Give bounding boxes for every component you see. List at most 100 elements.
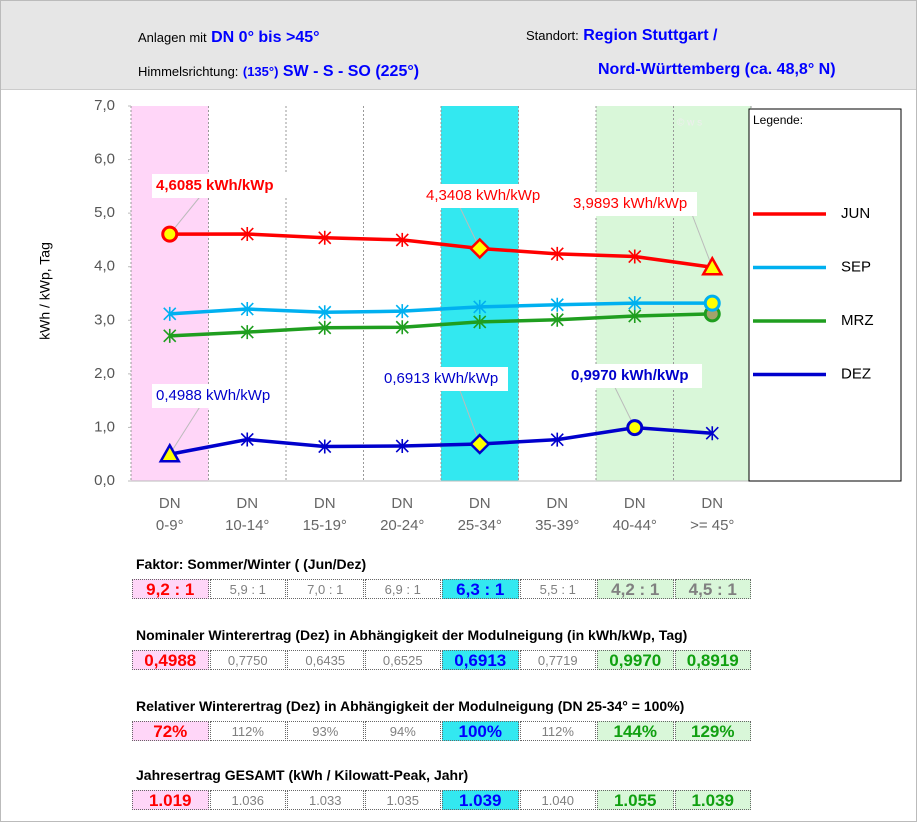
table-cell: 0,7750 bbox=[209, 650, 286, 670]
marker bbox=[550, 297, 564, 312]
y-tick-label: 0,0 bbox=[94, 472, 115, 489]
marker bbox=[626, 419, 644, 437]
value: SW - S - SO (225°) bbox=[282, 63, 420, 80]
value: DN 0° bis >45° bbox=[211, 29, 320, 46]
table-title: Relativer Winterertrag (Dez) in Abhängig… bbox=[136, 698, 685, 714]
series-line bbox=[169, 312, 713, 338]
table-cell: 1.040 bbox=[519, 790, 596, 810]
marker bbox=[628, 249, 642, 264]
marker bbox=[161, 225, 179, 243]
annotation-box bbox=[152, 174, 287, 198]
label: Anlagen mit bbox=[138, 30, 207, 45]
table-cell: 6,9 : 1 bbox=[364, 579, 441, 599]
table-cell: 4,2 : 1 bbox=[597, 579, 674, 599]
value-small: (135°) bbox=[242, 64, 279, 79]
legend-title: Legende: bbox=[753, 113, 803, 127]
legend-label: SEP bbox=[841, 258, 871, 275]
table-cell: 100% bbox=[442, 721, 519, 741]
table-cell: 1.039 bbox=[442, 790, 519, 810]
table-cell: 4,5 : 1 bbox=[674, 579, 751, 599]
marker bbox=[473, 299, 487, 314]
table-title: Jahresertrag GESAMT (kWh / Kilowatt-Peak… bbox=[136, 767, 469, 783]
annotation-box bbox=[152, 384, 280, 408]
leader-line bbox=[691, 214, 713, 268]
marker bbox=[240, 302, 254, 317]
table-cell: 1.039 bbox=[674, 790, 751, 810]
table-cell: 144% bbox=[597, 721, 674, 741]
marker bbox=[701, 255, 724, 276]
table-title: Faktor: Sommer/Winter ( (Jun/Dez) bbox=[136, 556, 367, 572]
annotation-box bbox=[569, 192, 697, 216]
annotation-box bbox=[380, 367, 508, 391]
x-tick-label: DN 35-39° bbox=[535, 495, 580, 534]
marker bbox=[468, 433, 491, 455]
marker bbox=[318, 230, 332, 245]
marker bbox=[395, 439, 409, 454]
header-line2: Himmelsrichtung: (135°) SW - S - SO (225… bbox=[138, 63, 419, 81]
marker bbox=[240, 325, 254, 340]
marker bbox=[240, 432, 254, 447]
y-axis-label: kWh / kWp, Tag bbox=[37, 242, 53, 340]
table-cell: 0,6913 bbox=[442, 650, 519, 670]
column-shade bbox=[441, 106, 519, 481]
table-cell: 0,7719 bbox=[519, 650, 596, 670]
annotation: 0,4988 kWh/kWp bbox=[156, 387, 270, 404]
annotation: 0,6913 kWh/kWp bbox=[384, 370, 498, 387]
table-cell: 112% bbox=[519, 721, 596, 741]
marker bbox=[703, 294, 721, 312]
value: Region Stuttgart / bbox=[583, 27, 718, 44]
table-cell: 5,9 : 1 bbox=[209, 579, 286, 599]
table-cell: 112% bbox=[209, 721, 286, 741]
marker bbox=[628, 296, 642, 311]
table-cell: 1.033 bbox=[287, 790, 364, 810]
table-cell: 0,8919 bbox=[674, 650, 751, 670]
y-tick-label: 3,0 bbox=[94, 311, 115, 328]
y-tick-label: 2,0 bbox=[94, 365, 115, 382]
leader-line bbox=[169, 406, 201, 455]
y-tick-label: 1,0 bbox=[94, 418, 115, 435]
table-cell: 9,2 : 1 bbox=[132, 579, 209, 599]
marker bbox=[240, 227, 254, 242]
table-cell: 93% bbox=[287, 721, 364, 741]
table-cell: 1.035 bbox=[364, 790, 441, 810]
marker bbox=[473, 314, 487, 329]
marker bbox=[163, 306, 177, 321]
table-title: Nominaler Winterertrag (Dez) in Abhängig… bbox=[136, 627, 688, 643]
x-tick-label: DN 40-44° bbox=[612, 495, 657, 534]
table-cell: 0,4988 bbox=[132, 650, 209, 670]
annotation: 4,6085 kWh/kWp bbox=[156, 177, 274, 194]
header-line1: Anlagen mit DN 0° bis >45° bbox=[138, 29, 320, 47]
marker bbox=[705, 426, 719, 441]
label: Himmelsrichtung: bbox=[138, 64, 239, 79]
table-cell: 94% bbox=[364, 721, 441, 741]
marker bbox=[550, 432, 564, 447]
table-cell: 6,3 : 1 bbox=[442, 579, 519, 599]
label: Standort: bbox=[526, 28, 579, 43]
table-cell: 1.055 bbox=[597, 790, 674, 810]
marker bbox=[395, 320, 409, 335]
marker bbox=[395, 232, 409, 247]
marker bbox=[628, 309, 642, 323]
table-cell: 7,0 : 1 bbox=[287, 579, 364, 599]
marker bbox=[318, 305, 332, 320]
table-cell: 1.036 bbox=[209, 790, 286, 810]
annotation: 3,9893 kWh/kWp bbox=[573, 195, 687, 212]
marker bbox=[158, 442, 181, 463]
marker bbox=[163, 328, 177, 343]
annotation-box bbox=[567, 364, 702, 388]
series-line bbox=[169, 425, 713, 456]
series-line bbox=[169, 301, 713, 316]
marker bbox=[550, 246, 564, 261]
annotation-box bbox=[422, 184, 550, 208]
table-cell: 129% bbox=[674, 721, 751, 741]
y-tick-label: 5,0 bbox=[94, 204, 115, 221]
y-tick-label: 6,0 bbox=[94, 151, 115, 168]
series-line bbox=[169, 232, 713, 270]
marker bbox=[468, 237, 491, 260]
marker bbox=[318, 320, 332, 335]
column-shade bbox=[596, 106, 674, 481]
x-tick-label: DN 25-34° bbox=[457, 495, 502, 534]
value: Nord-Württemberg (ca. 48,8° N) bbox=[598, 61, 836, 78]
